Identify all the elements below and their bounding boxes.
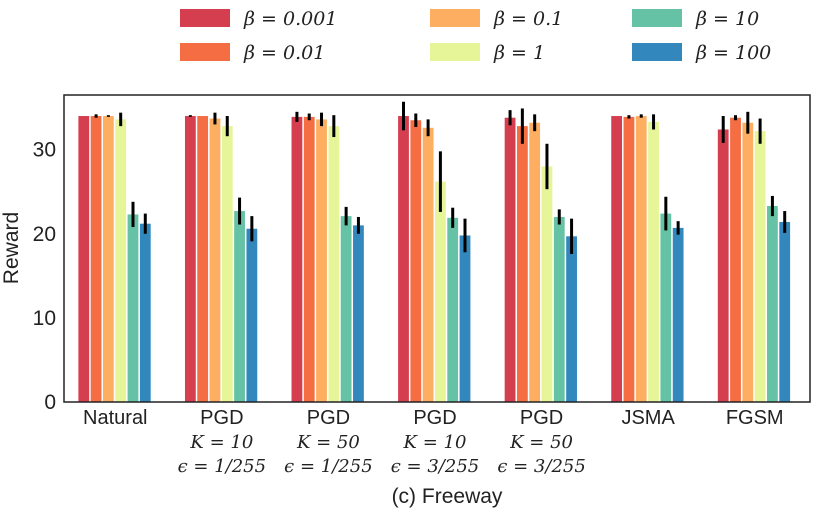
bar (234, 211, 245, 402)
x-tick-label: PGD (520, 407, 563, 429)
bar (541, 166, 553, 402)
x-tick-label: PGD (413, 407, 456, 429)
bar (115, 119, 127, 402)
bar (328, 126, 340, 403)
bar (566, 236, 577, 402)
y-axis: 0 10 20 30 (33, 139, 56, 414)
legend-label: β = 10 (695, 8, 759, 30)
bar (779, 222, 791, 402)
bar (459, 235, 471, 402)
bar (398, 116, 409, 402)
bar (303, 116, 315, 403)
bar (717, 129, 729, 403)
bar (184, 116, 196, 402)
bar (127, 214, 139, 402)
bar (672, 227, 684, 402)
bar (754, 131, 766, 403)
y-tick-label: 20 (33, 223, 56, 246)
x-tick-label: ϵ = 1/255 (178, 456, 266, 477)
legend: β = 0.001 β = 0.01 β = 0.1 β = 1 β = 10 β = 1… (180, 8, 771, 64)
x-tick-label: K = 10 (189, 432, 253, 453)
bar (291, 116, 303, 403)
bar (410, 120, 422, 402)
x-tick-label: K = 10 (403, 432, 467, 453)
y-axis-label: Reward (0, 212, 23, 284)
bar (353, 225, 364, 402)
x-tick-label: Natural (83, 407, 147, 429)
bar (648, 121, 659, 403)
plot-frame (63, 94, 811, 403)
x-tick-label: K = 50 (296, 432, 360, 453)
bar (553, 216, 565, 402)
bar (529, 122, 541, 402)
legend-swatch (430, 43, 480, 61)
bar (635, 116, 647, 402)
bar (316, 119, 327, 402)
x-tick-label: ϵ = 1/255 (284, 456, 372, 477)
bar (78, 116, 90, 402)
bar (767, 206, 778, 402)
chart-title: (c) Freeway (392, 485, 503, 508)
bar (221, 126, 233, 403)
bar (516, 126, 528, 403)
bars-group (78, 116, 791, 403)
bar (611, 116, 623, 402)
bar (340, 216, 352, 402)
x-tick-label: PGD (200, 407, 243, 429)
legend-label: β = 0.001 (243, 8, 337, 30)
legend-label: β = 0.1 (493, 8, 563, 30)
bar (90, 116, 102, 402)
bar (139, 223, 151, 402)
legend-swatch (180, 43, 230, 61)
bar (209, 118, 221, 403)
bar (102, 116, 114, 402)
legend-label: β = 100 (695, 42, 771, 64)
x-tick-label: K = 50 (509, 432, 573, 453)
x-tick-label: PGD (307, 407, 350, 429)
x-tick-label: JSMA (621, 407, 675, 429)
bar (246, 228, 258, 402)
x-tick-label: FGSM (726, 407, 784, 429)
y-tick-label: 0 (44, 391, 56, 414)
bar (447, 217, 459, 402)
legend-label: β = 0.01 (243, 42, 325, 64)
x-tick-label: ϵ = 3/255 (391, 456, 479, 477)
y-tick-label: 30 (33, 139, 56, 162)
legend-swatch (430, 9, 480, 27)
bar (197, 116, 209, 402)
bar (422, 127, 434, 403)
x-axis: Natural PGD K = 10 ϵ = 1/255 PGD K = 50 ϵ = 1/… (83, 407, 784, 477)
bar (730, 117, 741, 403)
bar (435, 181, 446, 402)
error-bars-group (94, 101, 787, 254)
bar (623, 116, 635, 403)
legend-swatch (180, 9, 230, 27)
legend-swatch (632, 43, 682, 61)
legend-label: β = 1 (493, 42, 545, 64)
bar (660, 213, 672, 402)
bar (742, 122, 754, 402)
x-tick-label: ϵ = 3/255 (497, 456, 585, 477)
legend-swatch (632, 9, 682, 27)
y-tick-label: 10 (33, 307, 56, 330)
bar (504, 117, 516, 403)
